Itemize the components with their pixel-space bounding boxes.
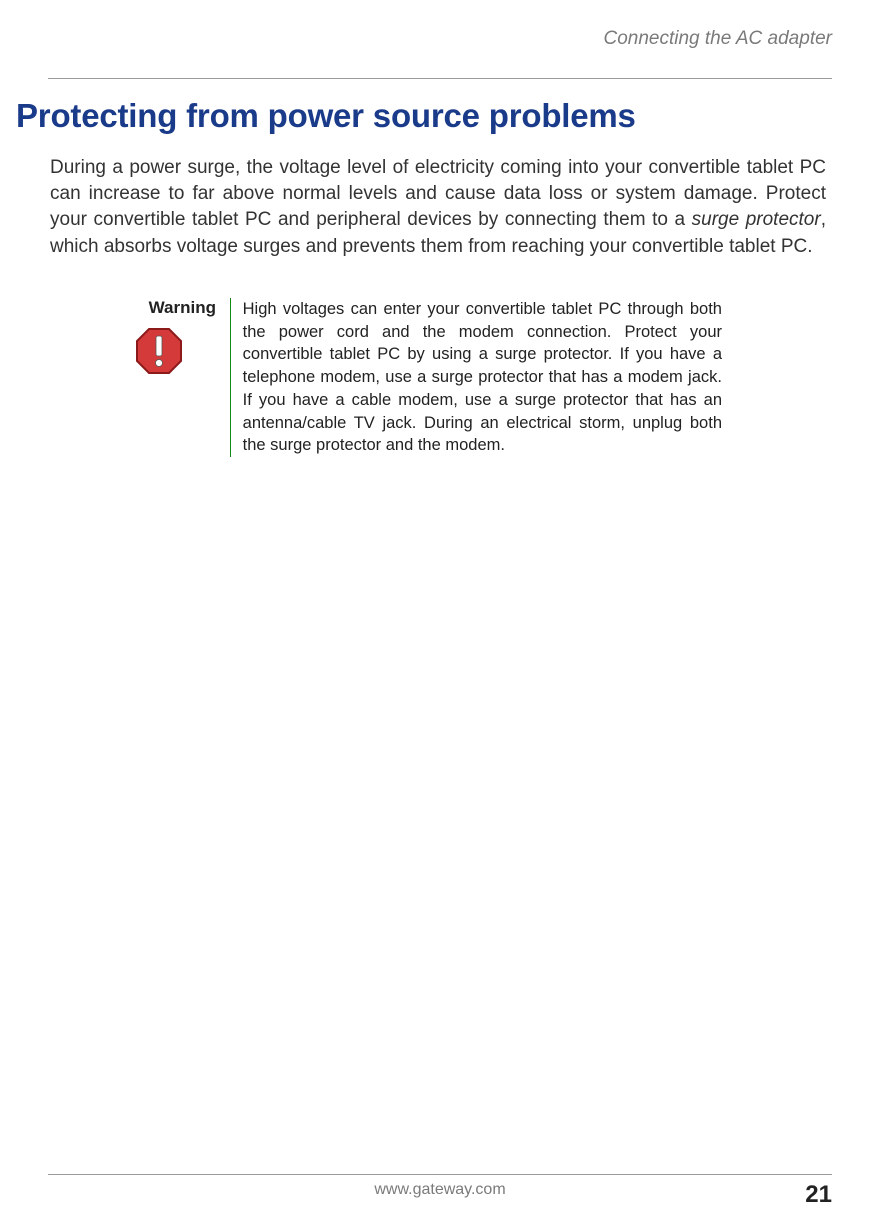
footer-rule: [48, 1174, 832, 1175]
section-header: Connecting the AC adapter: [48, 28, 832, 50]
body-emphasis: surge protector: [692, 209, 821, 230]
body-paragraph: During a power surge, the voltage level …: [48, 155, 832, 260]
page-footer: www.gateway.com 21: [0, 1174, 880, 1209]
footer-url: www.gateway.com: [374, 1181, 505, 1199]
footer-row: www.gateway.com 21: [48, 1181, 832, 1209]
page-title: Protecting from power source problems: [16, 97, 832, 135]
warning-block: Warning High voltages can enter your con…: [120, 298, 722, 457]
warning-text: High voltages can enter your convertible…: [231, 298, 722, 457]
page-number: 21: [805, 1181, 832, 1209]
warning-octagon-icon: [134, 326, 184, 381]
header-rule: [48, 78, 832, 79]
warning-left-column: Warning: [120, 298, 230, 381]
warning-label: Warning: [149, 298, 216, 318]
